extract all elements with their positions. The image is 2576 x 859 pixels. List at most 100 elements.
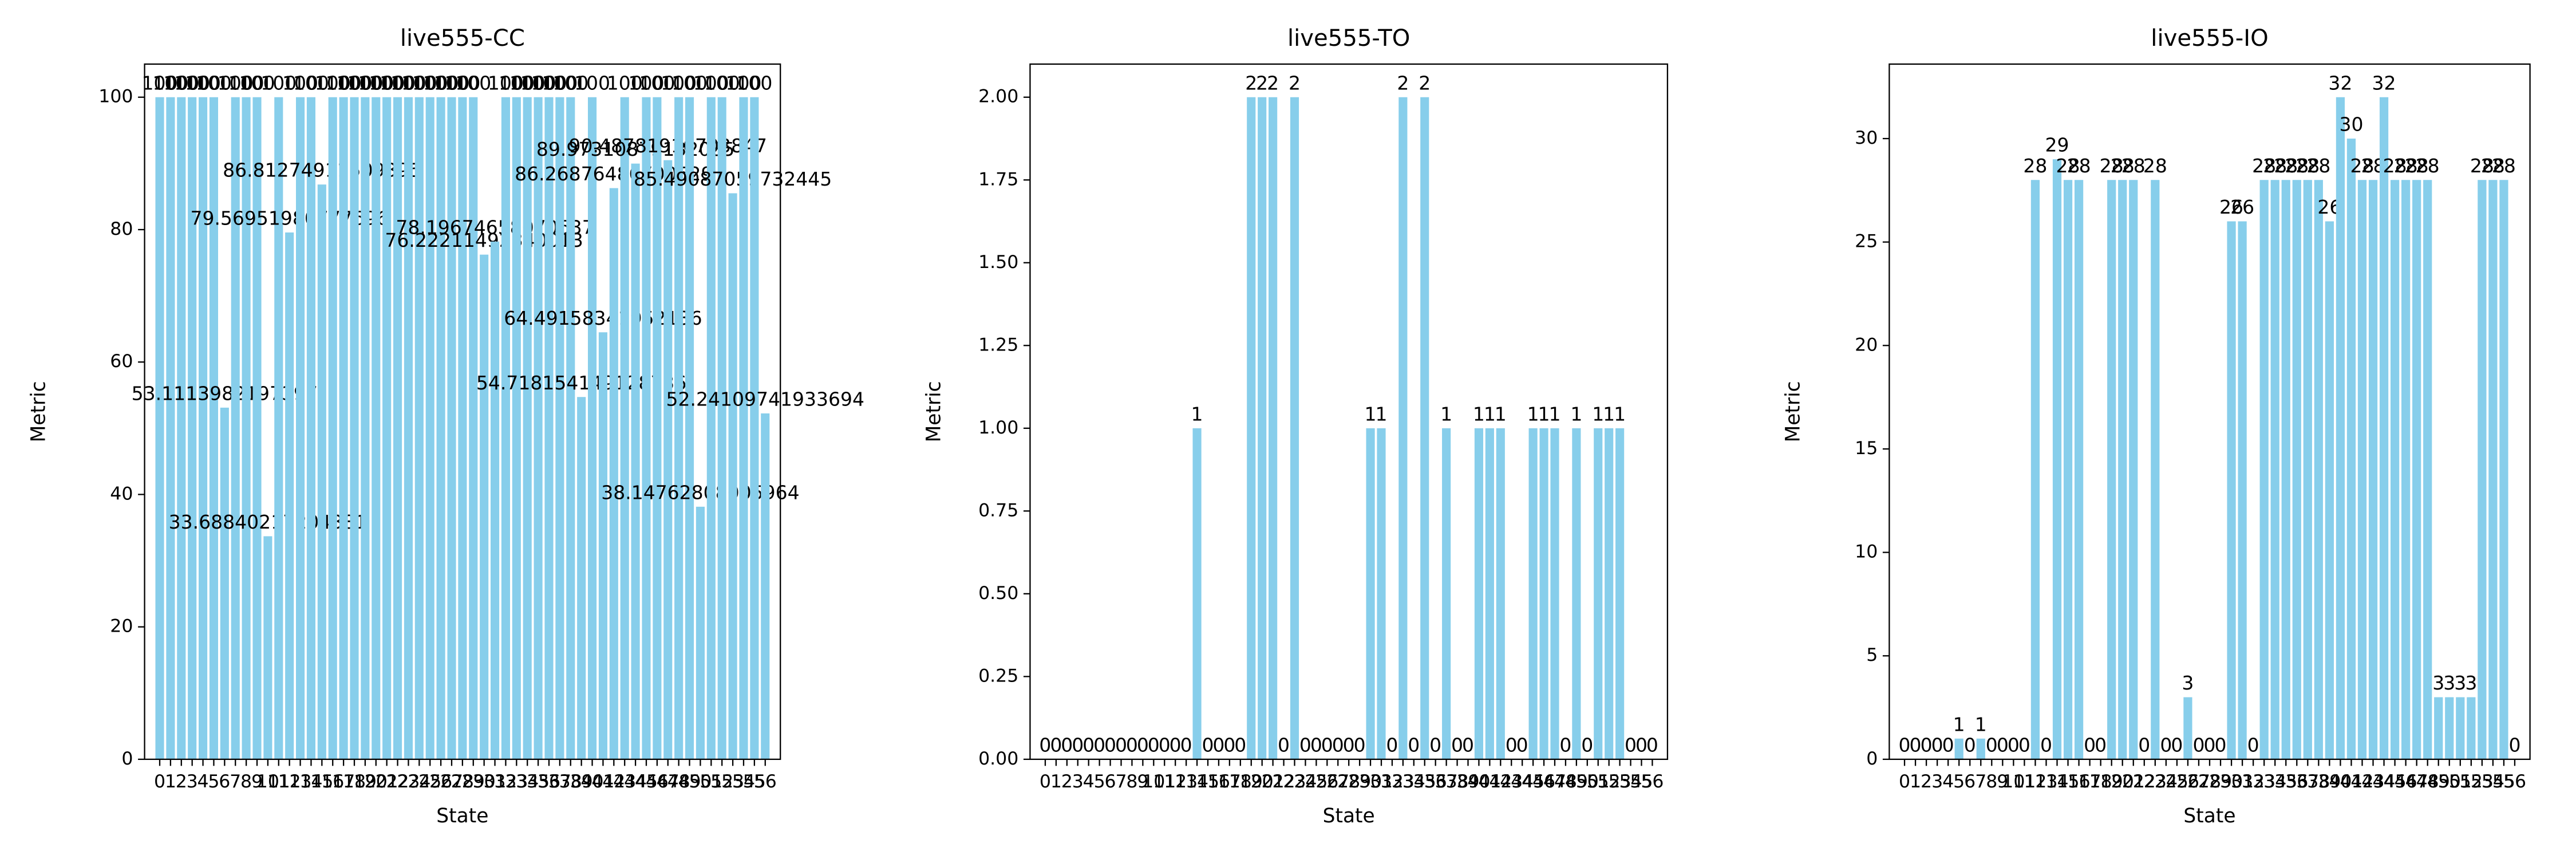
x-tick-label: 33 [1392,771,1415,792]
bar [1496,428,1505,759]
chart-title: live555-IO [2151,25,2268,52]
data-label: 28 [2274,155,2298,177]
x-axis-label: State [2183,805,2235,828]
bar [566,97,575,759]
data-label: 1 [1592,403,1604,425]
bar [372,97,381,759]
bar [598,332,607,759]
data-label: 0 [1159,734,1171,756]
data-label: 38.14762808005964 [601,481,799,503]
x-tick-label: 37 [548,771,571,792]
x-tick-label: 56 [1641,771,1664,792]
data-label: 100 [552,72,588,94]
x-tick-label: 28 [2198,771,2221,792]
x-tick-label: 10 [1142,771,1165,792]
data-label: 0 [1061,734,1073,756]
x-tick-label: 17 [1218,771,1241,792]
bar [501,97,510,759]
x-tick-label: 32 [2242,771,2265,792]
bar [717,97,726,759]
data-label: 3 [2443,672,2455,694]
bar [2107,180,2116,759]
bar [2445,697,2454,759]
data-label: 28 [2416,155,2440,177]
bar [480,254,489,759]
data-label: 0 [2508,734,2520,756]
bar [306,97,316,759]
x-tick-label: 16 [1207,771,1230,792]
axes-frame [1888,63,2531,761]
bar [350,97,359,759]
y-tick-label: 0 [121,748,133,769]
x-tick-label: 53 [2471,771,2494,792]
data-label: 28 [2383,155,2407,177]
x-tick-label: 45 [1522,771,1544,792]
bar [2357,180,2367,759]
bar [2467,697,2476,759]
data-label: 100 [174,72,210,94]
x-tick-label: 33 [505,771,528,792]
data-label: 1 [1527,403,1539,425]
bar [382,97,392,759]
data-label: 100 [185,72,221,94]
bar [2379,97,2389,759]
x-tick-label: 18 [2089,771,2112,792]
x-tick-label: 48 [667,771,690,792]
y-tick-label: 20 [1855,334,1878,355]
data-label: 0 [1386,734,1398,756]
data-label: 0 [1212,734,1224,756]
data-label: 0 [1050,734,1062,756]
data-label: 1 [1614,403,1626,425]
y-tick-label: 30 [1855,128,1878,148]
x-tick-label: 27 [1326,771,1349,792]
bar [1976,738,1985,759]
data-label: 32 [2328,72,2352,94]
bar [458,97,467,759]
bar [393,97,402,759]
x-tick-label: 27 [2187,771,2210,792]
data-label: 100 [607,72,643,94]
x-tick-label: 56 [754,771,777,792]
y-tick-label: 1.00 [978,417,1018,438]
data-label: 0 [1516,734,1528,756]
x-tick-label: 2 [176,771,187,792]
bar [1594,428,1603,759]
x-tick-label: 12 [1164,771,1187,792]
data-label: 89.97310879132085 [536,138,734,160]
data-label: 0 [1202,734,1214,756]
x-tick-label: 3 [1072,771,1084,792]
x-tick-label: 43 [613,771,636,792]
x-tick-label: 26 [1315,771,1338,792]
x-tick-label: 3 [1931,771,1943,792]
x-tick-label: 6 [1105,771,1116,792]
data-label: 0 [1964,734,1976,756]
x-tick-label: 50 [2438,771,2461,792]
data-label: 100 [380,72,416,94]
data-label: 100 [282,72,318,94]
x-tick-label: 5 [1953,771,1965,792]
bar [1539,428,1548,759]
data-label: 1 [1375,403,1387,425]
x-tick-label: 1 [1050,771,1062,792]
data-label: 0 [1559,734,1571,756]
data-label: 0 [1506,734,1518,756]
bar [2412,180,2421,759]
bar [166,97,175,759]
x-tick-label: 42 [602,771,625,792]
y-tick-label: 1.25 [978,334,1018,355]
x-tick-label: 50 [689,771,712,792]
data-label: 28 [2296,155,2320,177]
bar [1550,428,1559,759]
data-label: 0 [1234,734,1246,756]
x-tick-label: 12 [2024,771,2046,792]
data-label: 100 [218,72,254,94]
bar [1420,97,1429,759]
y-tick-label: 5 [1866,645,1878,665]
bar [274,97,283,759]
x-tick-label: 13 [2034,771,2057,792]
bar [328,97,337,759]
y-tick-label: 60 [110,351,133,372]
data-label: 0 [1997,734,2009,756]
data-label: 54.718154149128736 [476,372,686,394]
